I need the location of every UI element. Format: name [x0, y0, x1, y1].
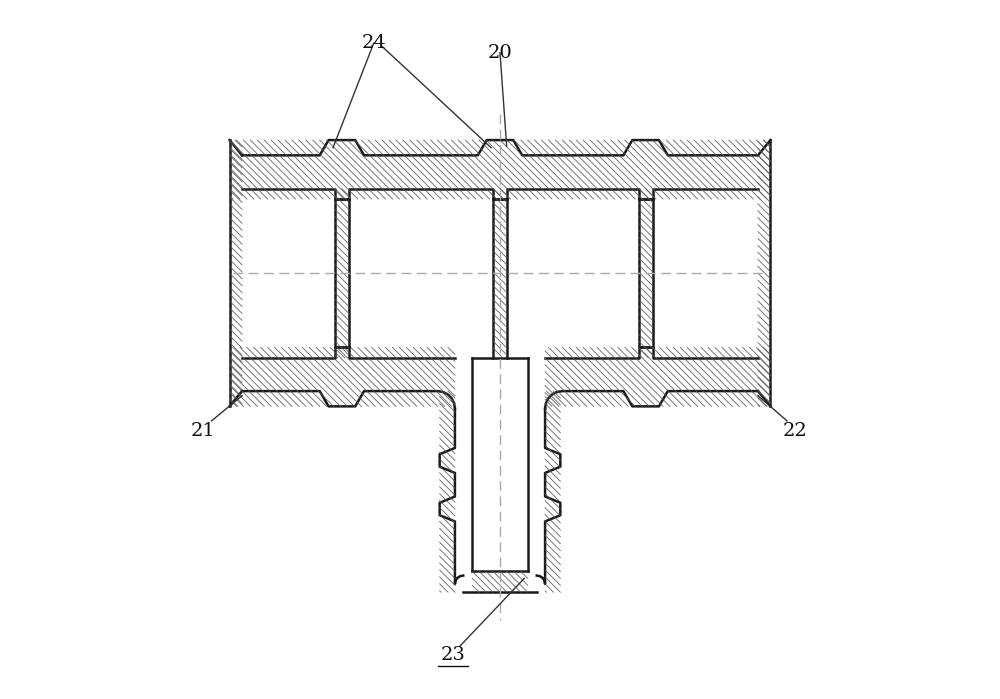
Text: 22: 22	[783, 422, 808, 440]
Text: 21: 21	[191, 422, 216, 440]
Text: 24: 24	[361, 34, 386, 52]
Text: 23: 23	[440, 646, 465, 663]
Text: 20: 20	[488, 44, 512, 62]
